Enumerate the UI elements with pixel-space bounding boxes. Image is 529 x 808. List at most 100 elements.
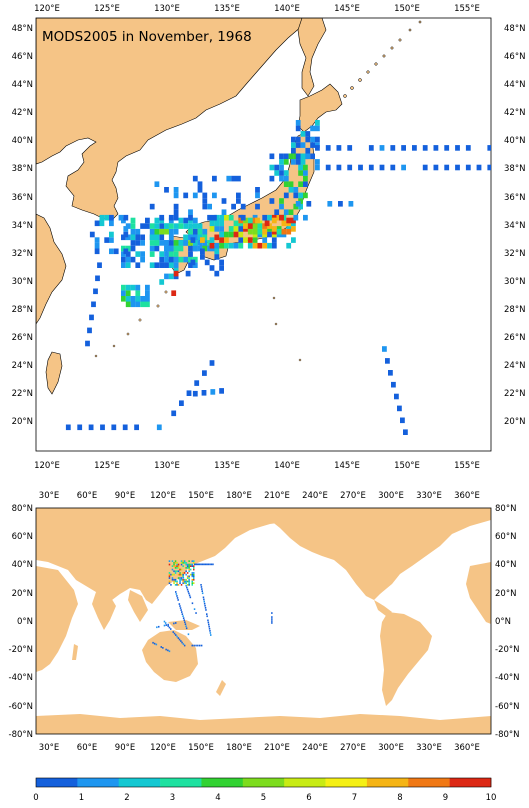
- land-india: [92, 592, 116, 630]
- colorbar-label: 3: [170, 793, 175, 803]
- observation-cell: [176, 563, 178, 566]
- observation-cell: [255, 217, 260, 224]
- tick-label: 60°E: [77, 491, 97, 501]
- observation-cell: [104, 237, 110, 243]
- tick-label: 300°E: [378, 491, 404, 501]
- observation-cell: [65, 424, 71, 431]
- observation-cell: [212, 563, 214, 566]
- observation-cell: [185, 563, 187, 566]
- observation-cell: [219, 388, 224, 394]
- observation-cell: [140, 301, 145, 308]
- observation-cell: [125, 256, 131, 263]
- observation-cell: [182, 562, 184, 564]
- observation-cell: [264, 220, 270, 227]
- observation-cell: [257, 242, 263, 249]
- observation-cell: [164, 273, 169, 280]
- observation-cell: [188, 245, 193, 252]
- observation-cell: [181, 611, 183, 613]
- observation-cell: [219, 214, 224, 221]
- global-observation-cells: [152, 560, 273, 653]
- observation-cell: [130, 301, 136, 308]
- observation-cell: [190, 259, 196, 266]
- observation-cell: [194, 380, 200, 386]
- observation-cell: [214, 234, 220, 241]
- tick-label: -80°N: [9, 730, 34, 740]
- observation-cell: [200, 237, 205, 243]
- observation-cell: [182, 582, 184, 584]
- observation-cell: [298, 203, 303, 210]
- observation-cell: [164, 187, 169, 193]
- observation-cell: [279, 175, 284, 182]
- tick-label: 270°E: [340, 743, 366, 753]
- observation-cell: [200, 248, 205, 255]
- observation-cell: [201, 563, 204, 566]
- observation-cell: [262, 223, 268, 229]
- observation-cell: [212, 175, 217, 182]
- observation-cell: [156, 626, 158, 629]
- tick-label: -40°N: [9, 673, 34, 683]
- observation-cell: [109, 248, 114, 255]
- observation-cell: [201, 588, 203, 590]
- tick-label: 80°N: [12, 504, 33, 514]
- observation-cell: [77, 424, 83, 431]
- observation-cell: [179, 580, 181, 583]
- observation-cell: [145, 290, 150, 296]
- observation-cell: [465, 145, 471, 151]
- tick-label: 36°N: [12, 193, 33, 203]
- observation-cell: [188, 563, 190, 566]
- observation-cell: [257, 228, 263, 235]
- observation-cell: [279, 159, 284, 165]
- colorbar-segment: [36, 778, 78, 787]
- tick-label: 180°E: [226, 491, 252, 501]
- observation-cell: [130, 234, 136, 241]
- observation-cell: [305, 136, 311, 143]
- observation-cell: [191, 602, 194, 605]
- observation-cell: [209, 630, 211, 632]
- observation-cell: [135, 251, 141, 257]
- observation-cell: [173, 256, 179, 263]
- observation-cell: [178, 223, 184, 229]
- observation-cell: [203, 600, 205, 603]
- observation-cell: [173, 580, 175, 583]
- observation-cell: [188, 209, 193, 215]
- observation-cell: [168, 575, 171, 578]
- observation-cell: [188, 560, 190, 562]
- observation-cell: [173, 570, 175, 573]
- observation-cell: [149, 234, 155, 241]
- tick-label: 44°N: [12, 80, 33, 90]
- observation-cell: [203, 598, 205, 601]
- observation-cell: [214, 248, 220, 255]
- observation-cell: [154, 240, 160, 246]
- regional-map: MODS2005 in November, 1968: [35, 17, 492, 452]
- observation-cell: [109, 237, 114, 243]
- observation-cell: [336, 164, 342, 171]
- observation-cell: [212, 214, 217, 221]
- observation-cell: [145, 223, 150, 229]
- observation-cell: [252, 237, 258, 243]
- observation-cell: [186, 565, 189, 567]
- observation-cell: [152, 641, 154, 644]
- tick-label: 20°N: [504, 417, 525, 427]
- observation-cell: [209, 563, 211, 566]
- observation-cell: [135, 262, 141, 268]
- observation-cell: [172, 631, 174, 633]
- land-southeast-asia: [128, 590, 148, 622]
- observation-cell: [125, 290, 131, 296]
- observation-cell: [173, 214, 179, 221]
- observation-cell: [401, 164, 406, 171]
- observation-cell: [368, 145, 374, 151]
- observation-cell: [195, 644, 197, 647]
- observation-cell: [221, 209, 227, 215]
- observation-cell: [188, 251, 193, 257]
- colorbar-label: 8: [397, 793, 402, 803]
- observation-cell: [224, 242, 229, 249]
- observation-cell: [182, 560, 184, 562]
- observation-cell: [99, 220, 105, 227]
- tick-label: -60°N: [9, 702, 34, 712]
- observation-cell: [168, 251, 174, 257]
- observation-cell: [382, 346, 387, 352]
- observation-cell: [208, 623, 210, 626]
- observation-cell: [173, 565, 175, 567]
- observation-cell: [338, 201, 343, 207]
- regional-land: [36, 18, 422, 395]
